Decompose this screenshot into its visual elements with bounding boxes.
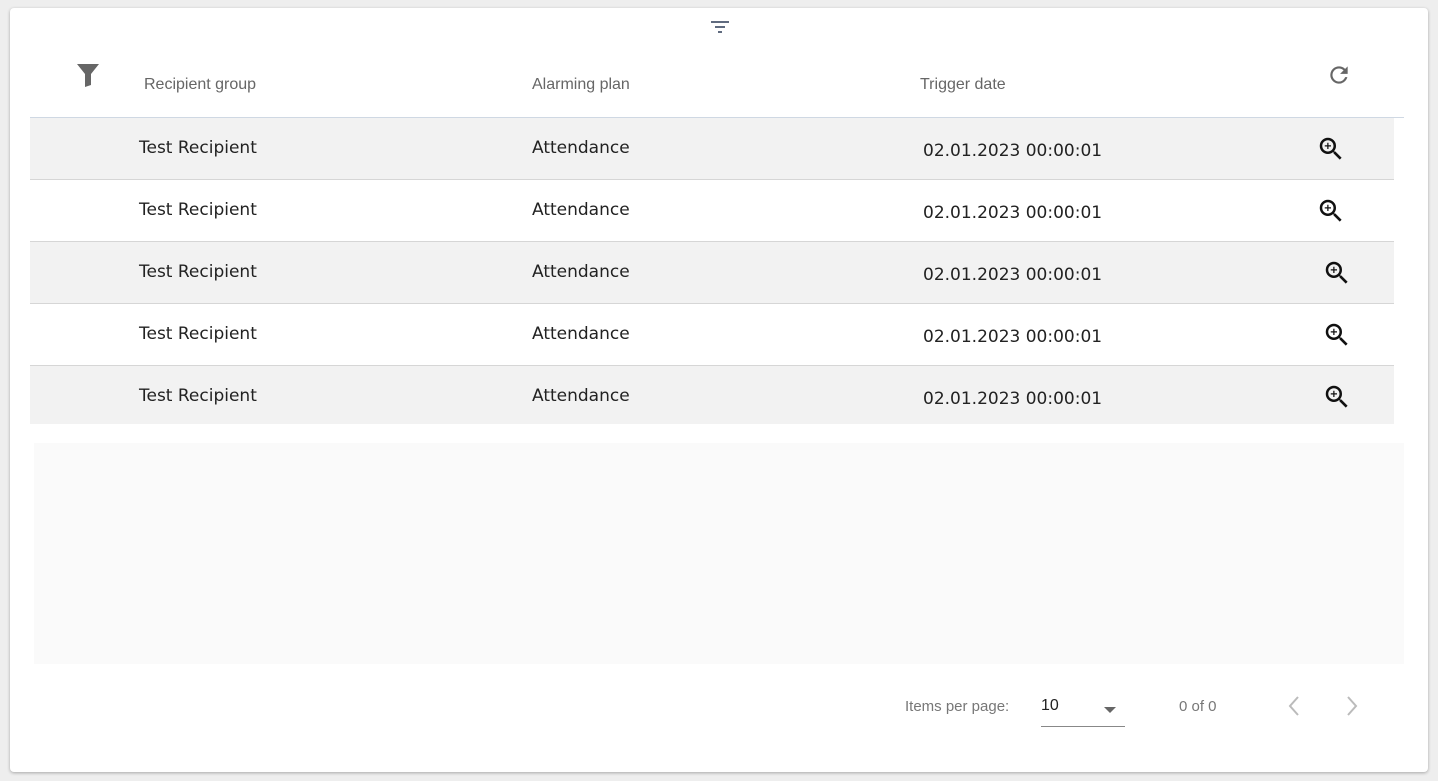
- next-page-button[interactable]: [1342, 694, 1362, 718]
- items-per-page-label: Items per page:: [905, 698, 1010, 715]
- column-header-alarming-plan[interactable]: Alarming plan: [532, 76, 630, 93]
- table-row[interactable]: Test Recipient Attendance 02.01.2023 00:…: [30, 242, 1394, 304]
- cell-alarming-plan: Attendance: [532, 138, 630, 158]
- chevron-down-icon: [1104, 707, 1116, 713]
- table-row[interactable]: Test Recipient Attendance 02.01.2023 00:…: [30, 180, 1394, 242]
- cell-trigger-date: 02.01.2023 00:00:01: [923, 389, 1103, 409]
- cell-alarming-plan: Attendance: [532, 386, 630, 406]
- zoom-in-icon[interactable]: [1322, 320, 1352, 350]
- cell-alarming-plan: Attendance: [532, 200, 630, 220]
- cell-recipient-group: Test Recipient: [139, 262, 257, 282]
- zoom-in-icon[interactable]: [1316, 134, 1346, 164]
- refresh-icon[interactable]: [1326, 62, 1352, 88]
- sort-filter-lines-icon[interactable]: [709, 18, 731, 36]
- cell-trigger-date: 02.01.2023 00:00:01: [923, 327, 1103, 347]
- cell-recipient-group: Test Recipient: [139, 138, 257, 158]
- table-row[interactable]: Test Recipient Attendance 02.01.2023 00:…: [30, 118, 1394, 180]
- cell-recipient-group: Test Recipient: [139, 200, 257, 220]
- zoom-in-icon[interactable]: [1322, 382, 1352, 412]
- cell-alarming-plan: Attendance: [532, 324, 630, 344]
- header-divider: [30, 117, 1404, 118]
- zoom-in-icon[interactable]: [1322, 258, 1352, 288]
- cell-recipient-group: Test Recipient: [139, 324, 257, 344]
- cell-trigger-date: 02.01.2023 00:00:01: [923, 265, 1103, 285]
- table-row[interactable]: Test Recipient Attendance 02.01.2023 00:…: [30, 304, 1394, 366]
- range-label: 0 of 0: [1179, 698, 1217, 715]
- empty-area: [34, 443, 1404, 664]
- funnel-icon[interactable]: [76, 62, 100, 88]
- items-per-page-select[interactable]: 10: [1041, 694, 1125, 727]
- previous-page-button[interactable]: [1284, 694, 1304, 718]
- items-per-page-value: 10: [1041, 697, 1059, 714]
- table-row[interactable]: Test Recipient Attendance 02.01.2023 00:…: [30, 366, 1394, 424]
- cell-recipient-group: Test Recipient: [139, 386, 257, 406]
- column-header-recipient-group[interactable]: Recipient group: [144, 76, 257, 93]
- column-header-trigger-date[interactable]: Trigger date: [920, 76, 1006, 93]
- table-card: Recipient group Alarming plan Trigger da…: [10, 8, 1428, 772]
- cell-trigger-date: 02.01.2023 00:00:01: [923, 141, 1103, 161]
- cell-trigger-date: 02.01.2023 00:00:01: [923, 203, 1103, 223]
- cell-alarming-plan: Attendance: [532, 262, 630, 282]
- zoom-in-icon[interactable]: [1316, 196, 1346, 226]
